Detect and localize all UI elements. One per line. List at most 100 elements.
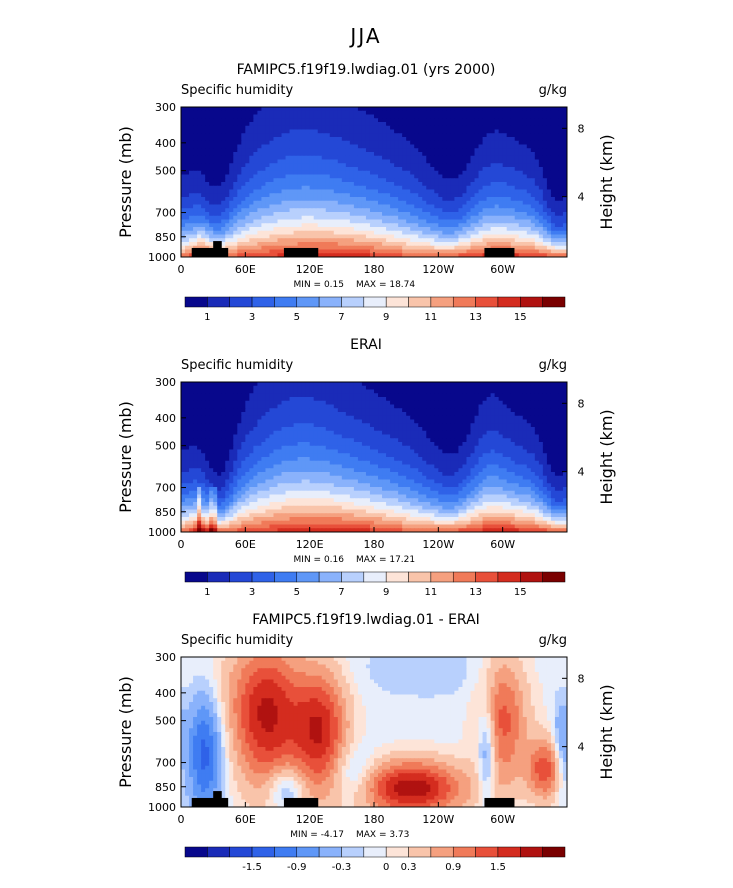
field-cell [317, 114, 323, 119]
field-cell [317, 382, 323, 387]
field-cell [313, 204, 319, 209]
field-cell [374, 419, 379, 424]
field-cell [462, 200, 468, 206]
field-cell [345, 408, 351, 413]
field-cell [189, 223, 194, 228]
field-cell [245, 419, 250, 424]
field-cell [442, 118, 447, 123]
field-cell [321, 107, 327, 112]
field-cell [201, 415, 206, 421]
field-cell [474, 122, 480, 127]
field-cell [181, 182, 186, 187]
field-cell [197, 118, 202, 123]
field-cell [374, 397, 379, 402]
field-cell [197, 389, 202, 394]
field-cell [478, 110, 484, 116]
field-cell [341, 182, 347, 187]
field-cell [209, 415, 214, 421]
field-cell [197, 122, 202, 127]
field-cell [514, 412, 520, 417]
field-cell [478, 227, 484, 232]
field-cell [454, 129, 460, 134]
field-cell [305, 159, 311, 164]
field-cell [333, 382, 339, 387]
field-cell [317, 110, 323, 116]
field-cell [430, 234, 435, 239]
field-cell [245, 159, 250, 164]
field-cell [530, 397, 536, 402]
field-cell [205, 245, 210, 251]
field-cell [498, 152, 504, 157]
field-cell [442, 193, 447, 198]
field-cell [305, 140, 311, 146]
field-cell [305, 245, 311, 251]
field-cell [293, 215, 299, 221]
field-cell [382, 114, 387, 119]
field-cell [217, 114, 222, 119]
field-cell [398, 415, 403, 421]
field-cell [273, 174, 279, 179]
field-cell [498, 200, 504, 206]
field-cell [253, 245, 258, 251]
field-cell [345, 174, 351, 179]
field-cell [229, 208, 234, 213]
field-cell [253, 393, 258, 398]
field-cell [554, 133, 560, 138]
field-cell [277, 245, 283, 251]
field-cell [410, 178, 415, 183]
field-cell [261, 163, 267, 168]
field-cell [349, 178, 355, 183]
field-cell [297, 110, 303, 116]
field-cell [217, 167, 222, 172]
field-cell [554, 125, 560, 131]
field-cell [410, 238, 415, 243]
field-cell [394, 114, 399, 119]
field-cell [470, 107, 476, 112]
field-cell [205, 389, 210, 394]
field-cell [321, 148, 327, 153]
field-cell [418, 393, 423, 398]
field-cell [526, 170, 532, 176]
field-cell [221, 118, 226, 123]
field-cell [414, 193, 419, 198]
field-cell [514, 114, 520, 119]
field-cell [542, 122, 548, 127]
field-cell [321, 219, 327, 224]
field-cell [369, 397, 375, 402]
field-cell [265, 227, 271, 232]
field-cell [337, 170, 343, 176]
field-cell [534, 178, 540, 183]
field-cell [269, 114, 275, 119]
field-cell [426, 253, 431, 257]
field-cell [277, 412, 283, 417]
field-cell [506, 204, 512, 209]
field-cell [281, 170, 287, 176]
field-cell [442, 415, 447, 421]
field-cell [474, 118, 480, 123]
field-cell [365, 419, 371, 424]
field-cell [514, 382, 520, 387]
field-cell [185, 415, 190, 421]
field-cell [498, 234, 504, 239]
field-cell [406, 404, 411, 409]
field-cell [345, 227, 351, 232]
field-cell [414, 249, 419, 254]
field-cell [442, 385, 447, 391]
field-cell [510, 393, 516, 398]
field-cell [438, 118, 443, 123]
field-cell [546, 419, 552, 424]
y-tick-label: 400 [155, 137, 176, 150]
field-cell [265, 133, 271, 138]
field-cell [538, 389, 544, 394]
field-cell [341, 242, 347, 247]
field-cell [213, 238, 218, 243]
field-cell [374, 408, 379, 413]
field-cell [257, 408, 263, 413]
field-cell [333, 245, 339, 251]
field-cell [229, 408, 234, 413]
field-cell [209, 148, 214, 153]
field-cell [474, 223, 480, 228]
field-cell [245, 144, 250, 149]
field-cell [446, 174, 451, 179]
field-cell [534, 230, 540, 236]
